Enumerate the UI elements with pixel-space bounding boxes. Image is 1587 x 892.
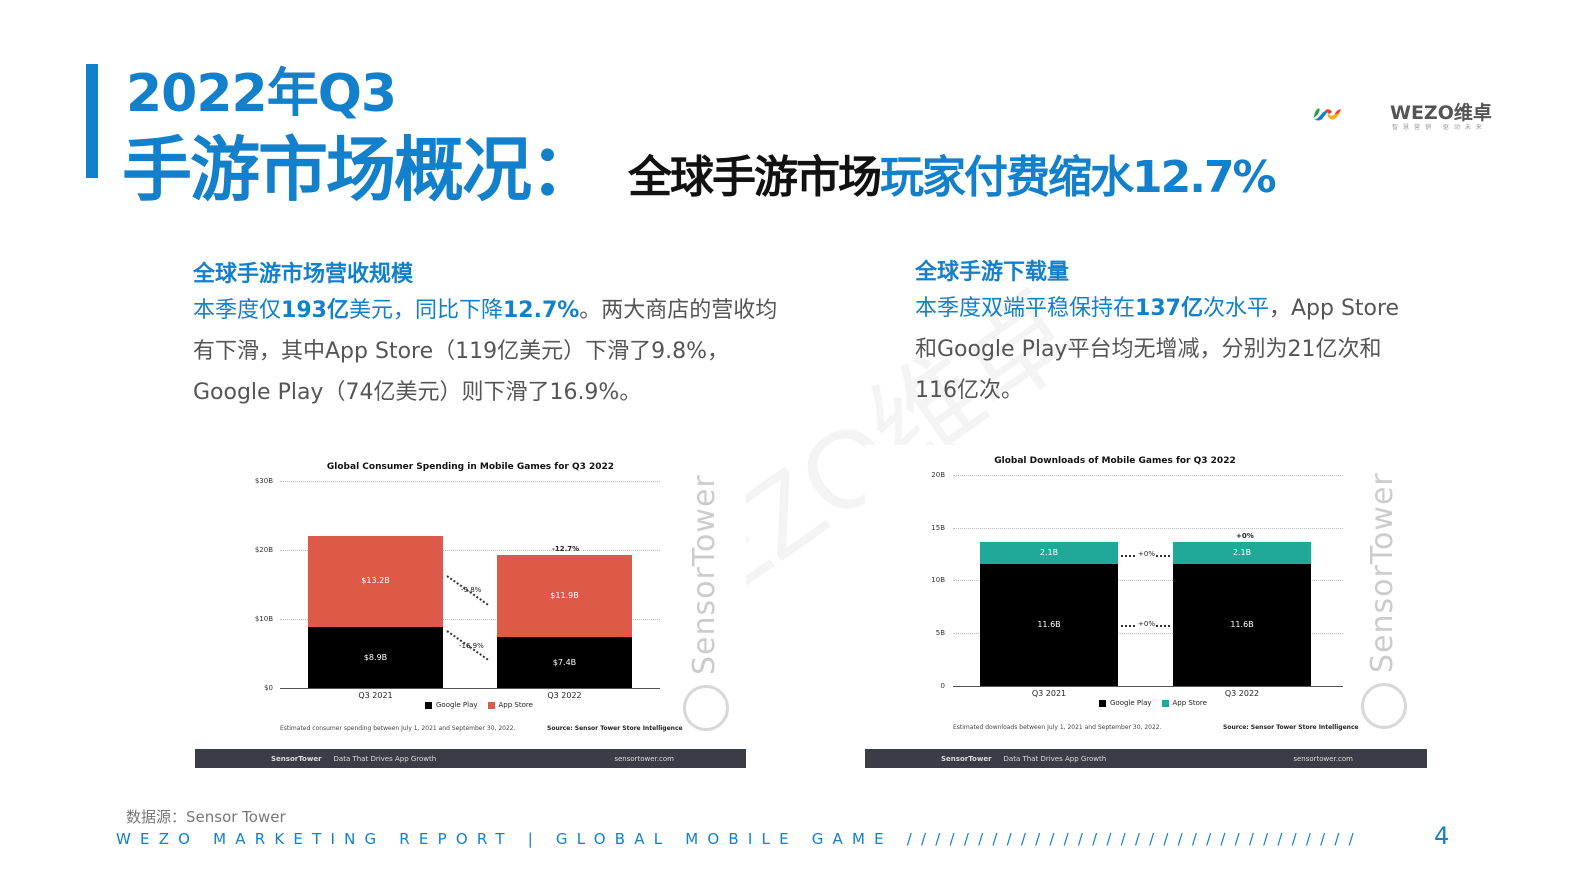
bar-value-label: $7.4B	[552, 658, 577, 667]
bar-value-label: $13.2B	[361, 576, 390, 585]
footer-tagline: Data That Drives App Growth	[333, 754, 437, 763]
bar-value-label: 2.1B	[1039, 548, 1059, 557]
y-tick: 0	[940, 682, 945, 690]
y-tick: $20B	[254, 546, 273, 554]
legend-app-store: App Store	[1161, 699, 1207, 707]
para-highlight-bold: 193亿	[281, 298, 349, 323]
logo-tagline: 智慧营销 驱动未来	[1392, 124, 1487, 131]
data-source-note: 数据源：Sensor Tower	[126, 808, 286, 826]
total-change-label: +0%	[1236, 532, 1254, 540]
y-tick: 10B	[931, 576, 945, 584]
chart-source: Source: Sensor Tower Store Intelligence	[1223, 724, 1359, 731]
chart-legend: Google Play App Store	[1099, 699, 1207, 707]
legend-app-store: App Store	[487, 701, 533, 709]
google-play-change-label: +0%	[1138, 620, 1155, 628]
y-tick: $30B	[254, 477, 273, 485]
title-year: 2022年Q3	[126, 64, 397, 124]
revenue-paragraph: 本季度仅193亿美元，同比下降12.7%。两大商店的营收均有下滑，其中App S…	[193, 290, 793, 413]
bar-value-label: 2.1B	[1232, 548, 1252, 557]
sensortower-logo-icon	[1361, 683, 1407, 729]
downloads-paragraph: 本季度双端平稳保持在137亿次水平，App Store和Google Play平…	[915, 288, 1420, 411]
bar-value-label: 11.6B	[1037, 620, 1061, 629]
bar-google-play-q3-2021: 11.6B	[980, 564, 1118, 686]
chart-legend: Google Play App Store	[425, 701, 533, 709]
app-store-change-label: -9.8%	[461, 586, 482, 594]
para-highlight: 次水平	[1202, 296, 1269, 321]
chart-source: Source: Sensor Tower Store Intelligence	[547, 725, 683, 732]
sensortower-side-mark: SensorTower	[1365, 472, 1400, 673]
para-highlight: 本季度双端平稳保持在	[915, 296, 1136, 321]
gridline	[953, 475, 1343, 476]
page-title: 手游市场概况：	[122, 129, 600, 211]
x-axis	[953, 686, 1343, 687]
para-highlight: 本季度仅	[193, 298, 282, 323]
report-footer-line: WEZO MARKETING REPORT | GLOBAL MOBILE GA…	[116, 830, 1363, 848]
bar-value-label: $11.9B	[550, 591, 579, 600]
gridline	[280, 481, 660, 482]
trend-dash	[1156, 625, 1170, 627]
y-tick: 15B	[931, 524, 945, 532]
trend-dash	[1156, 555, 1170, 557]
y-tick: $0	[264, 684, 273, 692]
para-highlight-bold: 137亿	[1135, 296, 1203, 321]
gridline	[280, 619, 660, 620]
x-axis	[280, 688, 660, 689]
page-subtitle: 全球手游市场玩家付费缩水12.7%	[628, 150, 1277, 206]
footer-brand: SensorTower	[271, 754, 322, 763]
footer-url: sensortower.com	[1293, 754, 1353, 763]
spending-chart: Global Consumer Spending in Mobile Games…	[195, 450, 746, 770]
chart-title: Global Consumer Spending in Mobile Games…	[326, 462, 615, 472]
chart-note: Estimated consumer spending between July…	[280, 725, 516, 732]
bar-app-store-q3-2022: $11.9B	[497, 555, 632, 637]
downloads-chart: Global Downloads of Mobile Games for Q3 …	[865, 445, 1427, 770]
para-highlight-bold: 12.7%	[502, 298, 580, 323]
gridline	[280, 550, 660, 551]
bar-app-store-q3-2021: 2.1B	[980, 542, 1118, 564]
trend-dash	[1121, 625, 1135, 627]
gridline	[953, 580, 1343, 581]
para-text: ，App Store和Google Play平台均无增减，分别为21亿次和116…	[915, 296, 1400, 403]
sensortower-logo-icon	[683, 685, 729, 731]
app-store-change-label: +0%	[1138, 550, 1155, 558]
legend-google-play: Google Play	[425, 701, 478, 709]
subtitle-blue: 玩家付费缩水12.7%	[880, 152, 1277, 203]
chart-title: Global Downloads of Mobile Games for Q3 …	[994, 456, 1236, 466]
footer-tagline: Data That Drives App Growth	[1003, 754, 1107, 763]
bar-google-play-q3-2021: $8.9B	[308, 627, 443, 688]
gridline	[953, 528, 1343, 529]
revenue-section-title: 全球手游市场营收规模	[193, 262, 414, 287]
legend-google-play: Google Play	[1099, 699, 1152, 707]
y-tick: 20B	[931, 471, 945, 479]
downloads-section-title: 全球手游下载量	[915, 260, 1070, 285]
wezo-logo-icon	[1313, 108, 1341, 121]
sensortower-footer-bar: SensorTower Data That Drives App Growth …	[865, 749, 1427, 768]
x-tick: Q3 2021	[358, 691, 393, 700]
google-play-change-label: -16.9%	[459, 642, 484, 650]
x-tick: Q3 2022	[547, 691, 582, 700]
bar-google-play-q3-2022: 11.6B	[1173, 564, 1311, 686]
trend-dash	[1121, 555, 1135, 557]
gridline	[953, 633, 1343, 634]
x-tick: Q3 2021	[1031, 689, 1067, 698]
bar-app-store-q3-2021: $13.2B	[308, 536, 443, 627]
x-tick: Q3 2022	[1224, 689, 1260, 698]
para-highlight: 美元，同比下降	[348, 298, 503, 323]
bar-app-store-q3-2022: 2.1B	[1173, 542, 1311, 564]
y-tick: $10B	[254, 615, 273, 623]
total-change-label: -12.7%	[552, 545, 580, 553]
subtitle-black: 全球手游市场	[628, 152, 882, 203]
logo-text: WEZO维卓	[1390, 102, 1492, 124]
bar-value-label: 11.6B	[1230, 620, 1254, 629]
y-tick: 5B	[935, 629, 945, 637]
sensortower-footer-bar: SensorTower Data That Drives App Growth …	[195, 749, 746, 768]
chart-note: Estimated downloads between July 1, 2021…	[953, 724, 1162, 731]
footer-brand: SensorTower	[941, 754, 992, 763]
sensortower-side-mark: SensorTower	[687, 474, 722, 675]
bar-google-play-q3-2022: $7.4B	[497, 637, 632, 688]
footer-url: sensortower.com	[614, 754, 674, 763]
para-text: 。两大商店的营收均有下滑，其中App Store（119亿美元）下滑了9.8%，…	[193, 298, 778, 405]
page-number: 4	[1434, 822, 1450, 850]
title-accent-bar	[86, 64, 98, 178]
bar-value-label: $8.9B	[363, 653, 388, 662]
